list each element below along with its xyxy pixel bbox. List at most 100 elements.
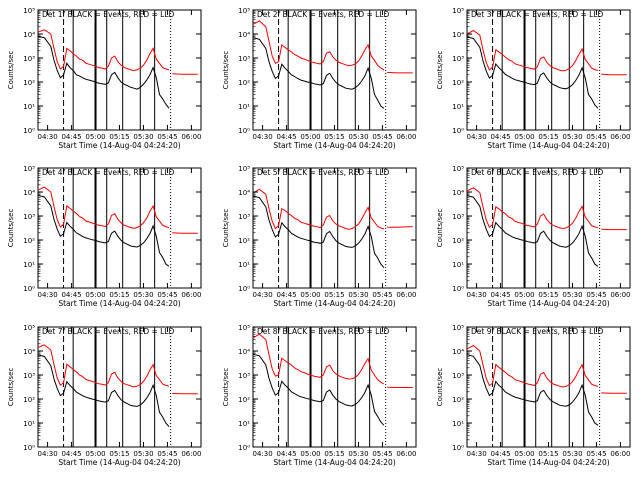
y-tick-label: 10⁵ xyxy=(23,324,35,332)
panel-title: Det 4f BLACK = Events, RED = LLD xyxy=(42,168,175,177)
x-tick-label: 05:30 xyxy=(133,291,153,299)
x-tick-label: 05:45 xyxy=(372,291,392,299)
panel-title: Det 6f BLACK = Events, RED = LLD xyxy=(471,168,604,177)
series-lld-tail xyxy=(172,232,198,234)
panel-9: 10⁰ 10¹ 10² 10³ 10⁴ 10⁵ 04:30 04:45 05:00 05:15 05… xyxy=(436,324,631,467)
y-tick-label: 10⁰ xyxy=(238,444,250,452)
y-tick-label: 10⁰ xyxy=(238,285,250,293)
panel-title: Det 8f BLACK = Events, RED = LLD xyxy=(257,327,390,336)
series-lld-line xyxy=(252,188,385,230)
x-tick-label: 06:00 xyxy=(610,450,630,458)
y-tick-label: 10⁵ xyxy=(23,165,35,173)
panel-7: 10⁰ 10¹ 10² 10³ 10⁴ 10⁵ 04:30 04:45 05:00 05:15 05… xyxy=(7,324,202,467)
x-tick-label: 05:00 xyxy=(514,133,534,141)
x-tick-label: 06:00 xyxy=(396,450,416,458)
y-tick-label: 10⁰ xyxy=(452,127,464,135)
y-tick-label: 10³ xyxy=(238,55,250,63)
x-tick-label: 06:00 xyxy=(181,133,201,141)
x-axis-label: Start Time (14-Aug-04 04:24:20) xyxy=(58,141,180,150)
x-tick-label: 05:00 xyxy=(300,133,320,141)
series-lld-line xyxy=(252,333,385,385)
y-tick-label: 10⁰ xyxy=(452,285,464,293)
x-tick-label: 05:30 xyxy=(562,291,582,299)
y-tick-label: 10² xyxy=(238,79,250,87)
x-tick-label: 04:45 xyxy=(276,133,296,141)
x-tick-label: 04:45 xyxy=(61,291,81,299)
x-tick-label: 05:00 xyxy=(85,133,105,141)
series-events-line xyxy=(466,354,599,426)
series-lld-tail xyxy=(387,71,413,74)
x-tick-label: 05:15 xyxy=(109,291,129,299)
y-tick-label: 10⁴ xyxy=(23,189,35,197)
y-tick-label: 10⁵ xyxy=(238,324,250,332)
y-axis-label: Counts/sec xyxy=(7,368,15,407)
y-tick-label: 10¹ xyxy=(238,261,250,269)
y-tick-label: 10¹ xyxy=(452,420,464,428)
x-tick-label: 04:45 xyxy=(61,133,81,141)
plot-frame xyxy=(466,326,631,448)
y-tick-label: 10⁵ xyxy=(238,7,250,15)
x-tick-label: 05:45 xyxy=(586,450,606,458)
x-tick-label: 05:15 xyxy=(324,291,344,299)
x-tick-label: 05:00 xyxy=(85,450,105,458)
x-tick-label: 06:00 xyxy=(396,133,416,141)
y-tick-label: 10³ xyxy=(23,213,35,221)
y-tick-label: 10⁰ xyxy=(23,127,35,135)
x-tick-label: 04:45 xyxy=(490,133,510,141)
y-tick-label: 10⁴ xyxy=(238,31,250,39)
x-tick-label: 05:00 xyxy=(300,291,320,299)
x-tick-label: 04:45 xyxy=(490,291,510,299)
x-tick-label: 05:30 xyxy=(348,291,368,299)
series-events-line xyxy=(466,36,599,109)
x-tick-label: 04:30 xyxy=(252,133,272,141)
y-tick-label: 10³ xyxy=(238,372,250,380)
y-axis-label: Counts/sec xyxy=(436,51,444,90)
x-tick-label: 04:45 xyxy=(276,450,296,458)
series-lld-line xyxy=(37,29,170,72)
x-axis-label: Start Time (14-Aug-04 04:24:20) xyxy=(273,458,395,467)
y-tick-label: 10¹ xyxy=(452,261,464,269)
x-tick-label: 05:15 xyxy=(538,133,558,141)
y-tick-label: 10¹ xyxy=(452,103,464,111)
series-events-line xyxy=(466,195,599,267)
x-tick-label: 05:15 xyxy=(109,133,129,141)
y-tick-label: 10² xyxy=(23,79,35,87)
x-tick-label: 06:00 xyxy=(181,291,201,299)
panel-3: 10⁰ 10¹ 10² 10³ 10⁴ 10⁵ 04:30 04:45 05:00 05:15 05… xyxy=(436,7,631,150)
y-tick-label: 10⁵ xyxy=(452,7,464,15)
x-tick-label: 05:15 xyxy=(538,450,558,458)
x-axis-label: Start Time (14-Aug-04 04:24:20) xyxy=(487,458,609,467)
x-tick-label: 05:45 xyxy=(586,133,606,141)
panel-2: 10⁰ 10¹ 10² 10³ 10⁴ 10⁵ 04:30 04:45 05:00 05:15 05… xyxy=(222,7,417,150)
x-axis-label: Start Time (14-Aug-04 04:24:20) xyxy=(273,299,395,308)
y-axis-label: Counts/sec xyxy=(222,51,230,90)
y-tick-label: 10³ xyxy=(23,55,35,63)
x-tick-label: 04:30 xyxy=(252,291,272,299)
y-axis-label: Counts/sec xyxy=(7,51,15,90)
y-tick-label: 10³ xyxy=(238,213,250,221)
plot-frame xyxy=(466,167,631,289)
x-axis-label: Start Time (14-Aug-04 04:24:20) xyxy=(487,299,609,308)
x-tick-label: 05:00 xyxy=(85,291,105,299)
y-axis-label: Counts/sec xyxy=(222,209,230,248)
y-tick-label: 10⁴ xyxy=(23,31,35,39)
y-tick-label: 10² xyxy=(23,237,35,245)
x-tick-label: 04:30 xyxy=(37,291,57,299)
y-tick-label: 10² xyxy=(452,79,464,87)
x-tick-label: 04:30 xyxy=(466,450,486,458)
series-events-line xyxy=(252,195,385,269)
plot-frame xyxy=(252,167,417,289)
y-tick-label: 10⁵ xyxy=(452,165,464,173)
y-axis-label: Counts/sec xyxy=(7,209,15,248)
y-tick-label: 10⁴ xyxy=(238,348,250,356)
x-tick-label: 05:45 xyxy=(586,291,606,299)
x-tick-label: 05:15 xyxy=(324,450,344,458)
x-tick-label: 04:30 xyxy=(252,450,272,458)
series-lld-line xyxy=(37,344,170,388)
y-tick-label: 10³ xyxy=(452,213,464,221)
panel-4: 10⁰ 10¹ 10² 10³ 10⁴ 10⁵ 04:30 04:45 05:00 05:15 05… xyxy=(7,165,202,308)
panel-5: 10⁰ 10¹ 10² 10³ 10⁴ 10⁵ 04:30 04:45 05:00 05:15 05… xyxy=(222,165,417,308)
x-tick-label: 05:00 xyxy=(514,450,534,458)
x-tick-label: 06:00 xyxy=(181,450,201,458)
